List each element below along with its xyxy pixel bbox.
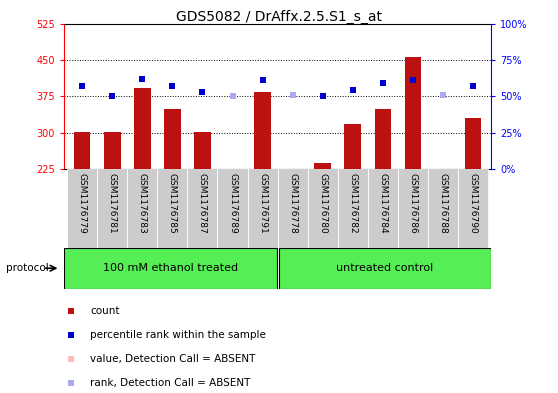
Bar — [104, 132, 121, 169]
Text: GSM1176781: GSM1176781 — [108, 173, 117, 234]
Bar — [248, 169, 278, 248]
Text: count: count — [90, 306, 119, 316]
Bar — [218, 169, 248, 248]
Bar — [194, 132, 211, 169]
Bar — [405, 57, 421, 169]
Bar — [74, 132, 90, 169]
Bar — [368, 169, 398, 248]
Text: rank, Detection Call = ABSENT: rank, Detection Call = ABSENT — [90, 378, 251, 388]
Text: GSM1176783: GSM1176783 — [138, 173, 147, 234]
Bar — [67, 169, 97, 248]
Bar — [428, 169, 458, 248]
Text: GSM1176786: GSM1176786 — [408, 173, 417, 234]
Text: GSM1176791: GSM1176791 — [258, 173, 267, 234]
Text: GSM1176788: GSM1176788 — [439, 173, 448, 234]
Text: GSM1176787: GSM1176787 — [198, 173, 207, 234]
Bar — [307, 169, 338, 248]
Text: GDS5082 / DrAffx.2.5.S1_s_at: GDS5082 / DrAffx.2.5.S1_s_at — [176, 10, 382, 24]
Text: untreated control: untreated control — [336, 263, 433, 273]
Bar — [164, 109, 181, 169]
Text: percentile rank within the sample: percentile rank within the sample — [90, 330, 266, 340]
Text: GSM1176782: GSM1176782 — [348, 173, 357, 233]
Bar — [465, 118, 481, 169]
Text: GSM1176780: GSM1176780 — [318, 173, 327, 234]
Bar — [134, 88, 151, 169]
Text: GSM1176784: GSM1176784 — [378, 173, 387, 233]
Bar — [314, 163, 331, 169]
Bar — [338, 169, 368, 248]
Bar — [278, 169, 307, 248]
Bar — [374, 109, 391, 169]
Bar — [97, 169, 127, 248]
Text: GSM1176790: GSM1176790 — [469, 173, 478, 234]
Text: GSM1176785: GSM1176785 — [168, 173, 177, 234]
Bar — [344, 124, 361, 169]
Bar — [127, 169, 157, 248]
Bar — [254, 92, 271, 169]
Bar — [64, 248, 277, 289]
Text: 100 mM ethanol treated: 100 mM ethanol treated — [103, 263, 238, 273]
Text: protocol: protocol — [6, 263, 49, 273]
Text: value, Detection Call = ABSENT: value, Detection Call = ABSENT — [90, 354, 256, 364]
Bar — [187, 169, 218, 248]
Bar — [157, 169, 187, 248]
Text: GSM1176789: GSM1176789 — [228, 173, 237, 234]
Bar — [458, 169, 488, 248]
Bar — [278, 248, 491, 289]
Text: GSM1176778: GSM1176778 — [288, 173, 297, 234]
Text: GSM1176779: GSM1176779 — [78, 173, 86, 234]
Bar — [398, 169, 428, 248]
